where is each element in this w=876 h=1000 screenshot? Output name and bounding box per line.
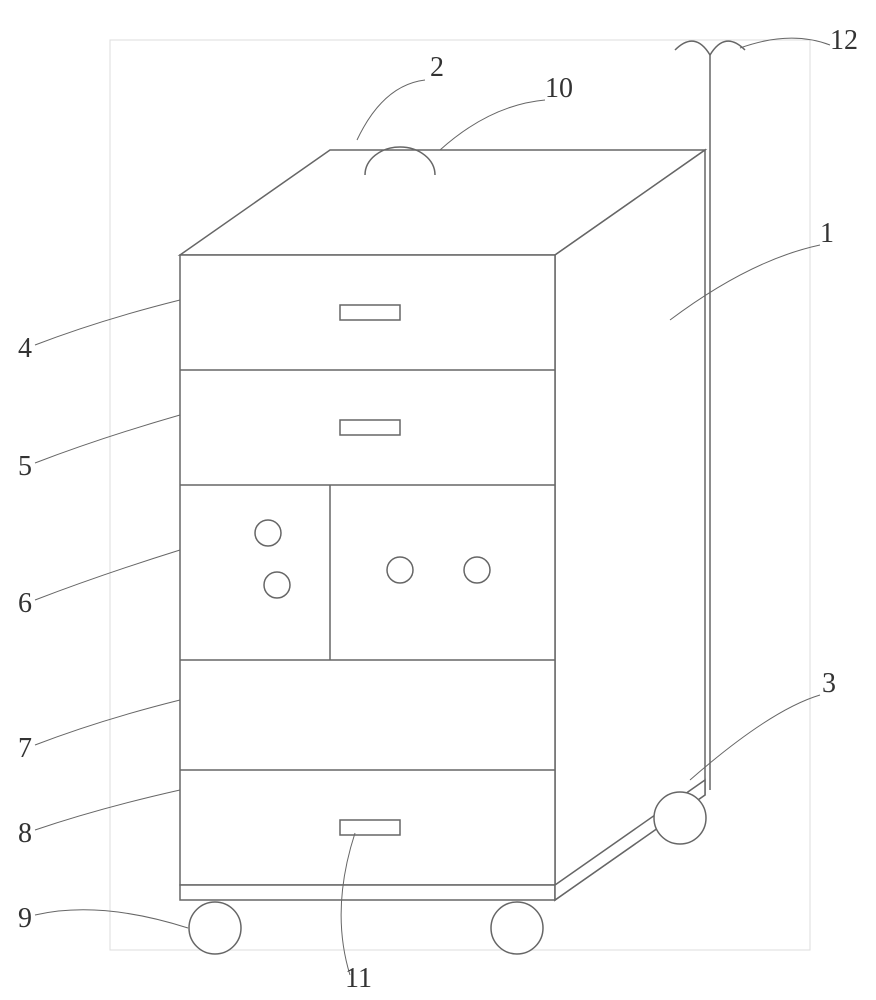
leader-4 [35,300,180,345]
wheel-front-left [189,902,241,954]
label-3: 3 [822,668,836,700]
label-10: 10 [545,73,573,105]
technical-diagram: 1 2 3 4 5 6 7 8 9 10 11 12 [0,0,876,1000]
label-4: 4 [18,333,32,365]
diagram-svg [0,0,876,1000]
leader-6 [35,550,180,600]
label-2: 2 [430,52,444,84]
leader-9 [35,910,188,928]
leader-8 [35,790,180,830]
label-8: 8 [18,818,32,850]
label-11: 11 [345,963,372,995]
leader-7 [35,700,180,745]
label-7: 7 [18,733,32,765]
hook-left [675,41,710,55]
base-plate-front [180,885,555,900]
wheel-front-right [491,902,543,954]
label-9: 9 [18,903,32,935]
cabinet-side-panel [555,150,705,900]
hook-right [710,41,745,55]
label-6: 6 [18,588,32,620]
leader-5 [35,415,180,463]
label-12: 12 [830,25,858,57]
label-1: 1 [820,218,834,250]
cabinet-front [180,255,555,885]
label-5: 5 [18,451,32,483]
leader-2 [357,80,425,140]
leader-10 [440,100,545,150]
wheel-back-right [654,792,706,844]
